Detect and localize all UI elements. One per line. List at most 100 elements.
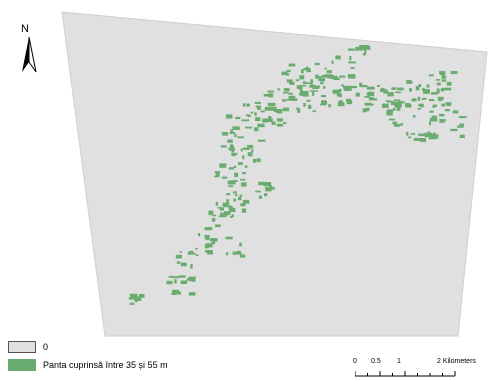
slope-patch [255, 105, 260, 108]
slope-patch [440, 119, 446, 122]
slope-patch [306, 70, 311, 73]
slope-patch [247, 152, 253, 157]
slope-patch [392, 108, 396, 111]
slope-patch [437, 96, 444, 101]
slope-patch [191, 252, 196, 255]
slope-patch [219, 207, 224, 211]
slope-patch [172, 276, 179, 279]
slope-patch [268, 116, 272, 120]
slope-patch [432, 132, 436, 136]
slope-patch [286, 79, 293, 83]
slope-patch [321, 95, 327, 98]
slope-patch [383, 89, 389, 94]
slope-patch [396, 107, 401, 111]
slope-patch [446, 103, 451, 107]
slope-patch [245, 126, 253, 129]
slope-patch [332, 89, 341, 94]
slope-patch [206, 236, 210, 241]
slope-patch [139, 294, 145, 298]
slope-patch [446, 81, 452, 86]
slope-patch [397, 87, 404, 91]
slope-patch [288, 95, 296, 100]
slope-patch [174, 279, 177, 284]
slope-patch [428, 74, 434, 77]
slope-patch [297, 109, 301, 113]
slope-patch [429, 110, 434, 113]
slope-patch [355, 92, 360, 97]
slope-patch [407, 103, 410, 107]
slope-patch [265, 187, 272, 192]
slope-patch [237, 136, 244, 139]
slope-patch [225, 252, 229, 256]
north-arrow-icon [22, 36, 37, 73]
slope-patch [359, 45, 366, 49]
slope-patch [230, 129, 234, 133]
slope-patch [175, 254, 182, 259]
slope-patch [227, 180, 236, 185]
slope-patch [342, 86, 347, 88]
slope-patch [271, 121, 276, 125]
slope-patch [348, 48, 355, 51]
slope-patch [411, 98, 417, 101]
slope-patch [198, 233, 201, 237]
slope-patch [263, 182, 272, 187]
slope-patch [336, 93, 339, 97]
slope-patch [328, 104, 331, 108]
slope-patch [417, 96, 421, 101]
slope-patch [409, 88, 412, 92]
slope-patch [420, 138, 426, 143]
slope-patch [254, 112, 257, 116]
slope-patch [190, 264, 193, 269]
slope-patch [436, 82, 441, 86]
slope-patch [312, 110, 316, 113]
slope-patch [283, 122, 287, 125]
slope-patch [129, 293, 138, 299]
slope-patch [310, 79, 314, 83]
slope-patch [234, 134, 237, 137]
scale-ticks [355, 371, 456, 377]
slope-patch [233, 198, 237, 202]
slope-patch [234, 194, 238, 196]
slope-patch [366, 92, 370, 96]
slope-patch [245, 114, 248, 117]
slope-patches [128, 44, 467, 305]
slope-patch [335, 55, 341, 60]
slope-patch [360, 85, 368, 88]
slope-patch [413, 138, 422, 141]
slope-patch [410, 133, 416, 135]
slope-patch [228, 185, 233, 188]
legend-swatch-zero [8, 341, 36, 353]
slope-patch [299, 92, 307, 96]
slope-patch [314, 62, 320, 66]
slope-patch [436, 88, 440, 93]
slope-patch [452, 110, 459, 114]
slope-patch [283, 88, 290, 92]
slope-patch [338, 88, 342, 92]
slope-patch [244, 165, 248, 168]
slope-patch [263, 94, 270, 97]
slope-patch [349, 56, 352, 61]
slope-patch [268, 106, 276, 111]
slope-patch [232, 146, 235, 148]
slope-patch [217, 206, 222, 209]
slope-patch [186, 277, 193, 281]
slope-patch [285, 73, 289, 76]
slope-patch [318, 76, 322, 81]
slope-patch [364, 96, 370, 98]
slope-patch [415, 86, 420, 91]
slope-patch [324, 67, 327, 70]
slope-patch [274, 109, 279, 113]
slope-patch [324, 74, 332, 77]
slope-patch [429, 117, 438, 122]
slope-patch [240, 203, 246, 207]
slope-patch [257, 123, 265, 128]
slope-patch [327, 70, 330, 73]
slope-patch [443, 87, 452, 91]
slope-patch [428, 136, 436, 140]
slope-patch [242, 172, 246, 175]
slope-patch [364, 49, 367, 54]
slope-patch [359, 82, 363, 87]
slope-patch [315, 74, 319, 79]
slope-patch [172, 289, 180, 295]
